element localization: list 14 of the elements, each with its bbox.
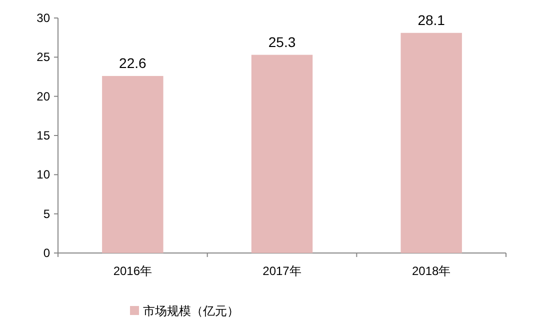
data-label: 22.6 <box>119 54 147 71</box>
y-tick-label: 20 <box>36 89 50 104</box>
data-label: 28.1 <box>418 12 446 28</box>
data-label: 25.3 <box>268 34 296 50</box>
y-tick-label: 30 <box>36 11 50 25</box>
y-tick-label: 0 <box>43 246 50 260</box>
y-tick-label: 10 <box>36 168 50 182</box>
x-tick-label: 2017年 <box>262 264 302 278</box>
x-tick-label: 2018年 <box>412 264 451 278</box>
y-tick-label: 5 <box>43 206 50 221</box>
y-tick-label: 25 <box>36 50 50 64</box>
x-tick-label: 2016年 <box>113 264 152 278</box>
legend-label: 市场规模（亿元） <box>143 304 239 318</box>
y-tick-label: 15 <box>36 128 50 142</box>
